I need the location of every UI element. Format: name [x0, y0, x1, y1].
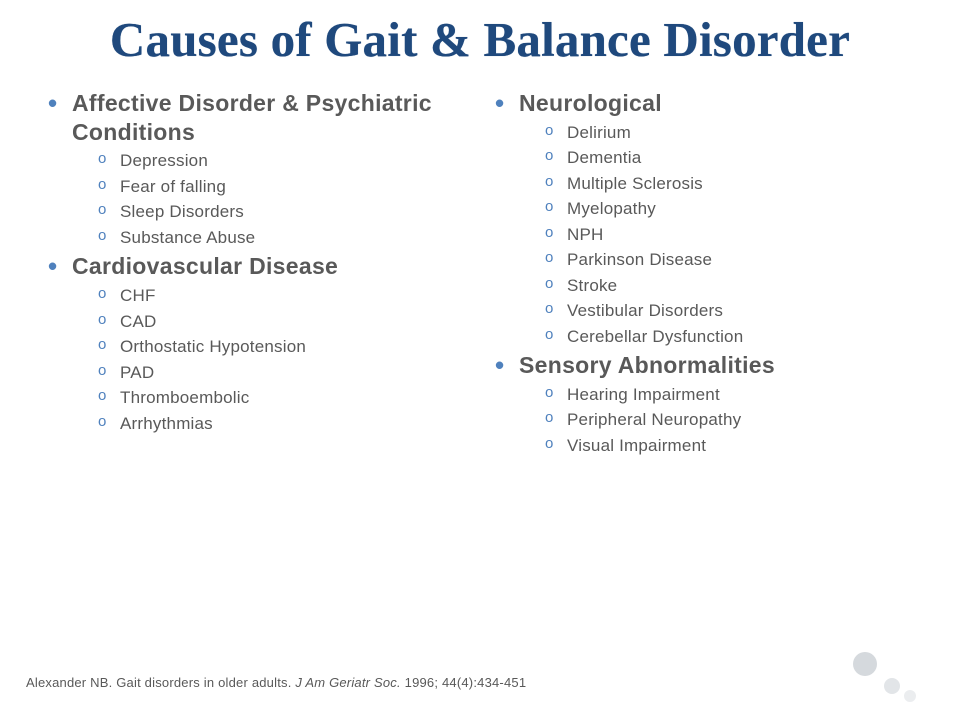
category-item: Cardiovascular DiseaseCHFCADOrthostatic … [46, 252, 473, 436]
list-item: CHF [98, 283, 473, 309]
list-item: Stroke [545, 273, 920, 299]
right-list: NeurologicalDeliriumDementiaMultiple Scl… [493, 89, 920, 459]
citation-ref: 1996; 44(4):434-451 [405, 675, 527, 690]
decorative-circle-icon [853, 652, 877, 676]
sub-list: DeliriumDementiaMultiple SclerosisMyelop… [493, 120, 920, 350]
list-item: Peripheral Neuropathy [545, 407, 920, 433]
list-item: NPH [545, 222, 920, 248]
citation: Alexander NB. Gait disorders in older ad… [26, 675, 526, 690]
sub-list: DepressionFear of fallingSleep Disorders… [46, 148, 473, 250]
right-column: NeurologicalDeliriumDementiaMultiple Scl… [493, 89, 920, 461]
list-item: PAD [98, 360, 473, 386]
left-column: Affective Disorder & Psychiatric Conditi… [46, 89, 473, 461]
list-item: Myelopathy [545, 196, 920, 222]
list-item: Cerebellar Dysfunction [545, 324, 920, 350]
list-item: Arrhythmias [98, 411, 473, 437]
slide-title: Causes of Gait & Balance Disorder [0, 0, 960, 67]
sub-list: CHFCADOrthostatic HypotensionPADThromboe… [46, 283, 473, 436]
category-heading: Affective Disorder & Psychiatric Conditi… [46, 89, 473, 147]
list-item: Thromboembolic [98, 385, 473, 411]
list-item: Multiple Sclerosis [545, 171, 920, 197]
list-item: Delirium [545, 120, 920, 146]
category-item: NeurologicalDeliriumDementiaMultiple Scl… [493, 89, 920, 349]
list-item: Hearing Impairment [545, 382, 920, 408]
citation-author: Alexander NB. Gait disorders in older ad… [26, 675, 295, 690]
list-item: Visual Impairment [545, 433, 920, 459]
list-item: Fear of falling [98, 174, 473, 200]
category-heading: Neurological [493, 89, 920, 118]
left-list: Affective Disorder & Psychiatric Conditi… [46, 89, 473, 436]
category-item: Affective Disorder & Psychiatric Conditi… [46, 89, 473, 251]
list-item: Sleep Disorders [98, 199, 473, 225]
list-item: Parkinson Disease [545, 247, 920, 273]
sub-list: Hearing ImpairmentPeripheral NeuropathyV… [493, 382, 920, 459]
decorative-circle-icon [884, 678, 900, 694]
list-item: Vestibular Disorders [545, 298, 920, 324]
content-columns: Affective Disorder & Psychiatric Conditi… [0, 67, 960, 461]
list-item: CAD [98, 309, 473, 335]
list-item: Dementia [545, 145, 920, 171]
decorative-circle-icon [904, 690, 916, 702]
category-item: Sensory AbnormalitiesHearing ImpairmentP… [493, 351, 920, 458]
list-item: Substance Abuse [98, 225, 473, 251]
category-heading: Cardiovascular Disease [46, 252, 473, 281]
list-item: Orthostatic Hypotension [98, 334, 473, 360]
citation-journal: J Am Geriatr Soc. [295, 675, 404, 690]
list-item: Depression [98, 148, 473, 174]
category-heading: Sensory Abnormalities [493, 351, 920, 380]
